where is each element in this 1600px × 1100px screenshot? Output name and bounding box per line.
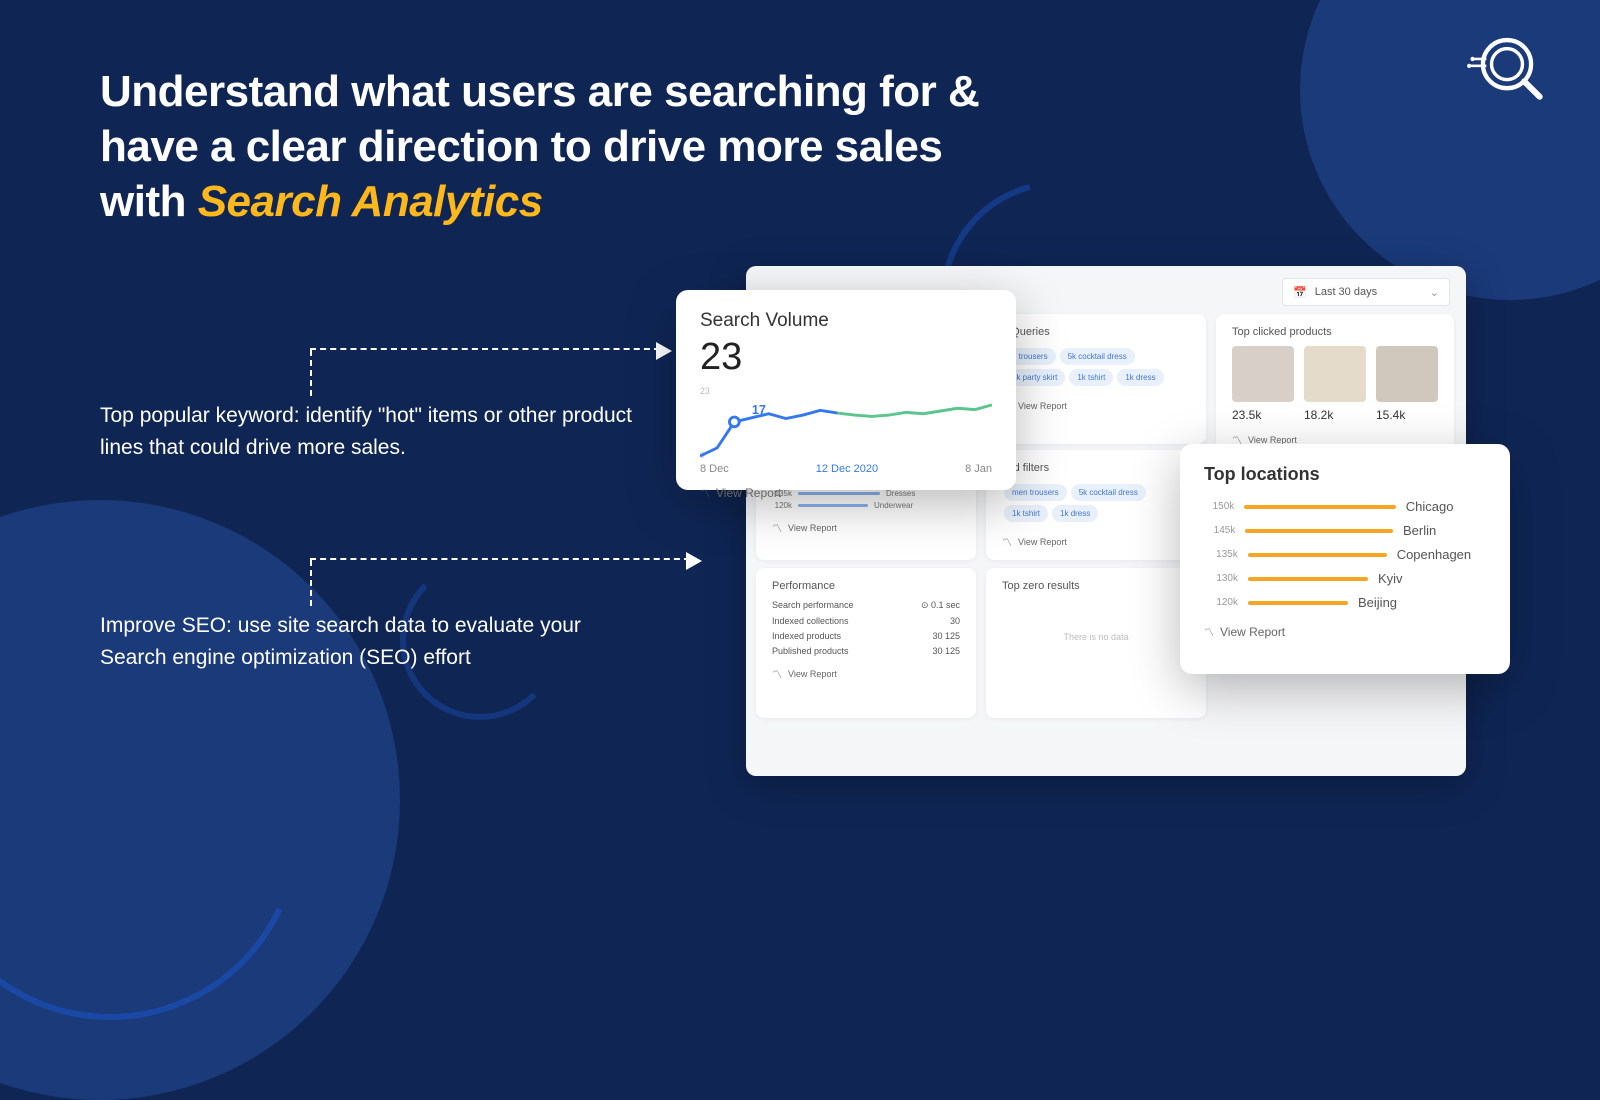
brand-logo-icon: [1464, 28, 1550, 114]
card-queries: h Queries n trousers5k cocktail dress1k …: [986, 314, 1206, 444]
location-row: 135kCopenhagen: [1204, 547, 1486, 562]
query-tag[interactable]: 1k dress: [1117, 369, 1163, 386]
date-range-picker[interactable]: 📅 Last 30 days: [1282, 278, 1450, 306]
heading-line1: Understand what users are searching for …: [100, 67, 979, 116]
filter-tag[interactable]: 1k tshirt: [1004, 505, 1048, 522]
svg-text:17: 17: [752, 403, 766, 417]
card-performance: Performance Search performance⊙ 0.1 sec I…: [756, 568, 976, 718]
heading-line3-prefix: with: [100, 177, 198, 226]
card-queries-title: h Queries: [1002, 326, 1190, 338]
performance-row: Indexed products30 125: [772, 631, 960, 641]
filter-tag[interactable]: men trousers: [1004, 484, 1067, 501]
date-range-label: Last 30 days: [1315, 286, 1377, 298]
product-value: 15.4k: [1376, 408, 1438, 422]
product-thumb: [1376, 346, 1438, 402]
query-tag[interactable]: 1k tshirt: [1069, 369, 1113, 386]
date-end: 8 Jan: [965, 463, 992, 475]
products-row: 23.5k 18.2k 15.4k: [1232, 346, 1438, 422]
product-item[interactable]: 15.4k: [1376, 346, 1438, 422]
chart-icon: 〽: [1002, 534, 1012, 549]
view-report-link[interactable]: 〽View Report: [772, 520, 960, 535]
query-tag[interactable]: 5k cocktail dress: [1060, 348, 1135, 365]
zero-empty-text: There is no data: [1002, 632, 1190, 642]
performance-row: Published products30 125: [772, 646, 960, 656]
view-report-link[interactable]: 〽View Report: [1002, 398, 1190, 413]
filter-tag[interactable]: 5k cocktail dress: [1071, 484, 1146, 501]
arrow-to-performance: [310, 558, 690, 560]
view-report-link[interactable]: 〽View Report: [772, 666, 960, 681]
callout-seo: Improve SEO: use site search data to eva…: [100, 610, 650, 673]
volume-chart: 23017: [700, 383, 992, 461]
card-top-locations: Top locations 150kChicago 145kBerlin 135kC…: [1180, 444, 1510, 674]
chart-icon: 〽: [772, 520, 782, 535]
product-value: 23.5k: [1232, 408, 1294, 422]
card-filters-title: sed filters: [1002, 462, 1190, 474]
volume-title: Search Volume: [700, 310, 992, 332]
main-heading: Understand what users are searching for …: [100, 64, 1160, 229]
filters-tags: men trousers5k cocktail dress 1k tshirt1k…: [1002, 482, 1190, 524]
performance-row: Search performance⊙ 0.1 sec: [772, 600, 960, 611]
performance-row: Indexed collections30: [772, 616, 960, 626]
product-item[interactable]: 23.5k: [1232, 346, 1294, 422]
callout-popular-keyword: Top popular keyword: identify "hot" item…: [100, 400, 650, 463]
chart-icon: 〽: [1204, 624, 1214, 639]
product-thumb: [1304, 346, 1366, 402]
locations-title: Top locations: [1204, 464, 1486, 485]
product-value: 18.2k: [1304, 408, 1366, 422]
product-thumb: [1232, 346, 1294, 402]
view-report-link[interactable]: 〽View Report: [1204, 624, 1486, 639]
card-performance-title: Performance: [772, 580, 960, 592]
volume-date-axis: 8 Dec 12 Dec 2020 8 Jan: [700, 463, 992, 475]
date-start: 8 Dec: [700, 463, 729, 475]
view-report-link[interactable]: 〽View Report: [700, 485, 992, 500]
card-zero-title: Top zero results: [1002, 580, 1190, 592]
location-row: 120kBeijing: [1204, 595, 1486, 610]
filter-tag[interactable]: 1k dress: [1052, 505, 1098, 522]
category-row: 120kUnderwear: [772, 501, 960, 510]
location-row: 150kChicago: [1204, 499, 1486, 514]
card-products-title: Top clicked products: [1232, 326, 1438, 338]
location-row: 145kBerlin: [1204, 523, 1486, 538]
svg-text:23: 23: [700, 386, 710, 396]
date-mid: 12 Dec 2020: [816, 463, 878, 475]
chart-icon: 〽: [772, 666, 782, 681]
heading-line2: have a clear direction to drive more sal…: [100, 122, 942, 171]
view-report-link[interactable]: 〽View Report: [1002, 534, 1190, 549]
queries-tags: n trousers5k cocktail dress1k party skir…: [1002, 346, 1190, 388]
volume-value: 23: [700, 336, 992, 379]
locations-rows: 150kChicago 145kBerlin 135kCopenhagen 130kK…: [1204, 499, 1486, 610]
heading-accent: Search Analytics: [198, 177, 543, 226]
product-item[interactable]: 18.2k: [1304, 346, 1366, 422]
location-row: 130kKyiv: [1204, 571, 1486, 586]
calendar-icon: 📅: [1293, 286, 1307, 299]
card-zero-results: Top zero results There is no data: [986, 568, 1206, 718]
card-search-volume: Search Volume 23 23017 8 Dec 12 Dec 2020…: [676, 290, 1016, 490]
card-filters: sed filters men trousers5k cocktail dres…: [986, 450, 1206, 560]
arrow-to-search-volume: [310, 348, 660, 350]
performance-rows: Search performance⊙ 0.1 sec Indexed colle…: [772, 600, 960, 656]
chart-icon: 〽: [700, 485, 710, 500]
background-blob-top-right: [1300, 0, 1600, 300]
